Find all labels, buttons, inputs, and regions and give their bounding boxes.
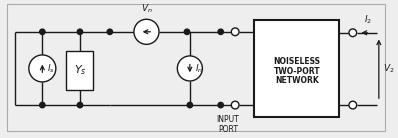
Circle shape [218, 102, 223, 108]
Circle shape [349, 101, 357, 109]
Circle shape [231, 101, 239, 109]
Circle shape [218, 29, 223, 34]
Circle shape [40, 29, 45, 34]
Circle shape [231, 28, 239, 36]
Text: TWO-PORT: TWO-PORT [273, 67, 320, 76]
Circle shape [77, 29, 83, 34]
Text: $Y_s$: $Y_s$ [74, 63, 86, 77]
Circle shape [178, 56, 203, 81]
Circle shape [349, 29, 357, 37]
Circle shape [134, 19, 159, 44]
Bar [254, 20, 339, 117]
Circle shape [77, 102, 83, 108]
Circle shape [187, 102, 193, 108]
Text: NETWORK: NETWORK [275, 76, 319, 85]
Text: $I_2$: $I_2$ [364, 14, 372, 26]
Text: $I_s$: $I_s$ [47, 62, 55, 75]
Circle shape [184, 29, 190, 34]
Text: $V_2$: $V_2$ [383, 63, 394, 75]
Text: INPUT
PORT: INPUT PORT [217, 115, 239, 134]
Circle shape [40, 102, 45, 108]
Circle shape [107, 29, 113, 34]
Text: NOISELESS: NOISELESS [273, 57, 320, 66]
Circle shape [29, 55, 56, 82]
Bar [66, 51, 94, 90]
Text: $V_n$: $V_n$ [140, 3, 152, 15]
Text: $I_n$: $I_n$ [195, 62, 203, 75]
